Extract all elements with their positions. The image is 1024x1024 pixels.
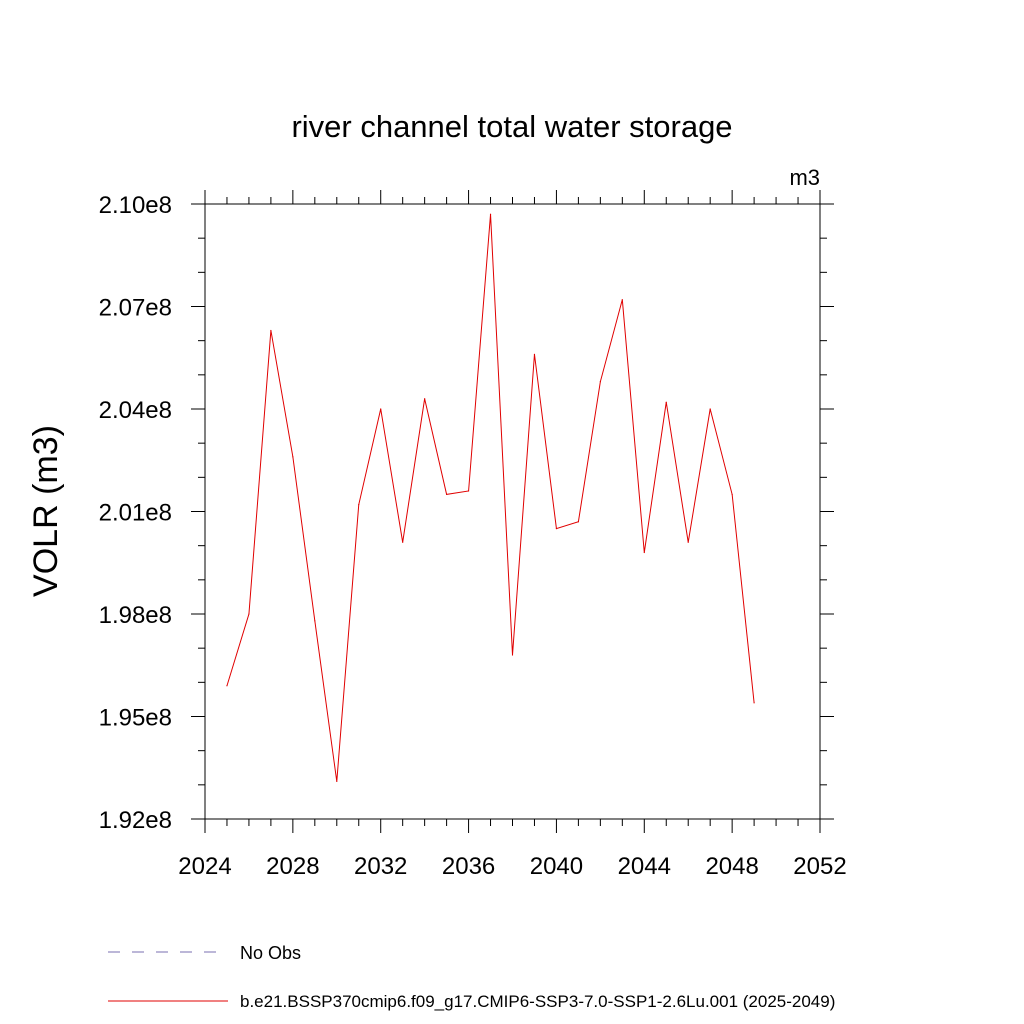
series-line-0 [226, 214, 755, 782]
data-point [753, 702, 755, 704]
series-layer [226, 213, 755, 783]
data-point [599, 381, 601, 383]
data-point [292, 456, 294, 458]
data-point [731, 493, 733, 496]
y-axis: 1.92e8 1.95e8 1.98e8 2.01e8 2.04e8 2.07e8 2.10… [99, 192, 834, 834]
x-tick-label: 2044 [618, 853, 671, 880]
data-point [424, 398, 426, 400]
plot-area: 2024 2028 2032 2036 2040 2044 2048 2052 1.92e81… [99, 190, 847, 880]
y-tick-label: 2.07e8 [99, 295, 172, 322]
y-axis-label: VOLR (m3) [27, 425, 65, 597]
data-point [621, 299, 623, 301]
legend: No Obs b.e21.BSSP370cmip6.f09_g17.CMIP6-… [108, 943, 835, 1011]
x-tick-label: 2024 [178, 853, 231, 880]
x-tick-label: 2036 [442, 853, 495, 880]
data-point [314, 620, 316, 622]
legend-label-no-obs: No Obs [240, 943, 301, 963]
data-point [248, 613, 250, 615]
data-point [709, 408, 711, 410]
data-point [467, 490, 470, 492]
data-point [336, 780, 338, 783]
y-tick-label: 2.01e8 [99, 500, 172, 527]
x-tick-label: 2040 [530, 853, 583, 880]
x-tick-label: 2048 [705, 853, 758, 880]
y-tick-label: 1.92e8 [99, 807, 172, 834]
data-point [226, 685, 228, 687]
data-point [402, 541, 404, 543]
data-point [643, 551, 645, 554]
data-point [380, 408, 382, 410]
plot-frame [204, 203, 821, 820]
data-point [511, 654, 514, 656]
y-tick-label: 1.98e8 [99, 602, 172, 629]
data-point [446, 493, 448, 496]
x-axis: 2024 2028 2032 2036 2040 2044 2048 2052 [178, 190, 847, 880]
data-point [358, 504, 360, 506]
data-point [577, 521, 579, 523]
x-tick-label: 2028 [266, 853, 319, 880]
data-point [665, 401, 667, 403]
data-point [270, 329, 272, 332]
data-point [687, 541, 689, 543]
data-point [489, 213, 492, 215]
x-tick-label: 2032 [354, 853, 407, 880]
y-tick-label: 2.10e8 [99, 192, 172, 219]
legend-label-model: b.e21.BSSP370cmip6.f09_g17.CMIP6-SSP3-7.… [240, 992, 835, 1011]
x-tick-label: 2052 [793, 853, 846, 880]
data-point [533, 353, 536, 355]
data-point [555, 527, 558, 530]
y-tick-label: 1.95e8 [99, 705, 172, 732]
chart-title: river channel total water storage [291, 109, 732, 144]
units-label: m3 [789, 165, 820, 190]
y-tick-label: 2.04e8 [99, 397, 172, 424]
